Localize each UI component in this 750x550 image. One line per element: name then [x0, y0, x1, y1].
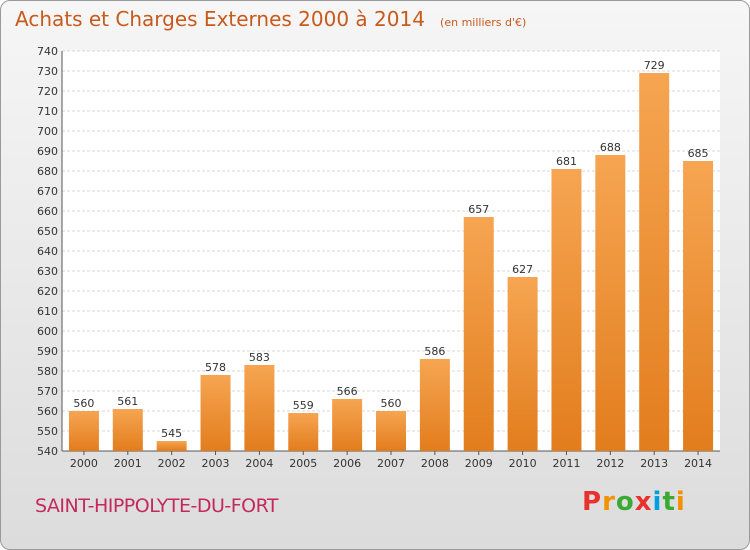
- bar-value-label: 729: [644, 59, 665, 72]
- bar-value-label: 559: [293, 399, 314, 412]
- logo-letter: r: [602, 487, 616, 517]
- logo-letter: t: [662, 487, 676, 517]
- y-tick-label: 670: [37, 185, 58, 198]
- y-tick-label: 720: [37, 85, 58, 98]
- bar: [288, 413, 319, 451]
- x-tick-label: 2013: [640, 457, 668, 470]
- y-tick-label: 620: [37, 285, 58, 298]
- y-tick-label: 570: [37, 385, 58, 398]
- y-tick-label: 700: [37, 125, 58, 138]
- y-tick-label: 560: [37, 405, 58, 418]
- bar: [200, 375, 231, 451]
- bar-value-label: 545: [161, 427, 182, 440]
- bar: [419, 359, 450, 451]
- y-tick-label: 680: [37, 165, 58, 178]
- y-tick-label: 550: [37, 425, 58, 438]
- bar: [332, 399, 363, 451]
- proxiti-logo: Proxiti: [582, 487, 686, 517]
- logo-letter: x: [634, 487, 653, 517]
- bar-value-label: 578: [205, 361, 226, 374]
- bar-value-label: 561: [117, 395, 138, 408]
- title-row: Achats et Charges Externes 2000 à 2014 (…: [15, 7, 526, 31]
- x-tick-label: 2003: [202, 457, 230, 470]
- bar-value-label: 688: [600, 141, 621, 154]
- bar-value-label: 627: [512, 263, 533, 276]
- bar: [244, 365, 275, 451]
- x-tick-label: 2011: [552, 457, 580, 470]
- bar: [639, 73, 670, 451]
- bar: [156, 441, 187, 451]
- x-tick-label: 2004: [245, 457, 273, 470]
- x-tick-label: 2005: [289, 457, 317, 470]
- x-tick-label: 2008: [421, 457, 449, 470]
- bar: [683, 161, 714, 451]
- x-tick-label: 2001: [114, 457, 142, 470]
- logo-letter: i: [652, 487, 663, 517]
- x-tick-label: 2000: [70, 457, 98, 470]
- chart-unit: (en milliers d'€): [440, 16, 527, 29]
- logo-letter: i: [675, 487, 686, 517]
- bar: [376, 411, 406, 451]
- bar: [112, 409, 143, 451]
- x-tick-label: 2006: [333, 457, 361, 470]
- bar: [595, 155, 626, 451]
- logo-letter: o: [615, 487, 635, 517]
- y-tick-label: 540: [37, 445, 58, 458]
- x-tick-label: 2010: [509, 457, 537, 470]
- bar-value-label: 566: [337, 385, 358, 398]
- bar: [68, 411, 99, 451]
- logo-letter: P: [582, 487, 603, 517]
- bar-value-label: 560: [73, 397, 94, 410]
- y-tick-label: 580: [37, 365, 58, 378]
- bar: [507, 277, 538, 451]
- bar: [551, 169, 582, 451]
- y-tick-label: 710: [37, 105, 58, 118]
- y-tick-label: 690: [37, 145, 58, 158]
- bar-value-label: 586: [424, 345, 445, 358]
- bar-value-label: 560: [381, 397, 402, 410]
- y-tick-label: 590: [37, 345, 58, 358]
- y-tick-label: 740: [37, 45, 58, 58]
- y-tick-label: 650: [37, 225, 58, 238]
- bar: [463, 217, 494, 451]
- bar-value-label: 685: [688, 147, 709, 160]
- x-tick-label: 2007: [377, 457, 405, 470]
- y-tick-label: 730: [37, 65, 58, 78]
- y-tick-label: 610: [37, 305, 58, 318]
- y-tick-label: 660: [37, 205, 58, 218]
- y-tick-label: 630: [37, 265, 58, 278]
- x-tick-label: 2009: [465, 457, 493, 470]
- bar-value-label: 583: [249, 351, 270, 364]
- x-tick-label: 2002: [158, 457, 186, 470]
- y-tick-label: 640: [37, 245, 58, 258]
- commune-name: SAINT-HIPPOLYTE-DU-FORT: [35, 495, 279, 517]
- x-tick-label: 2014: [684, 457, 712, 470]
- y-tick-label: 600: [37, 325, 58, 338]
- chart-title: Achats et Charges Externes 2000 à 2014: [15, 7, 425, 31]
- bar-value-label: 657: [468, 203, 489, 216]
- x-tick-label: 2012: [596, 457, 624, 470]
- bar-value-label: 681: [556, 155, 577, 168]
